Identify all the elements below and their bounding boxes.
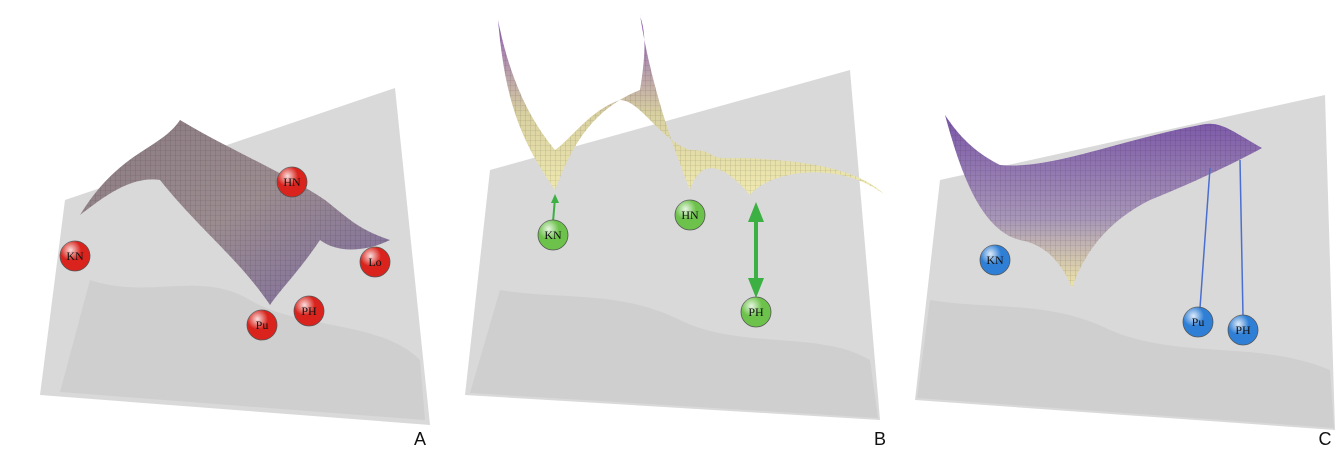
arrow-head — [748, 278, 764, 298]
marker-label: HN — [283, 175, 301, 189]
marker-label: Pu — [1192, 315, 1205, 329]
marker-shine — [538, 220, 568, 250]
marker: PH — [1227, 314, 1259, 346]
surface-mesh — [945, 115, 1262, 288]
marker-shine — [247, 310, 277, 340]
marker: HN — [276, 166, 308, 198]
panel-label: B — [874, 429, 886, 449]
marker-shine — [360, 247, 390, 277]
marker-shine — [1228, 315, 1258, 345]
arrow — [1239, 159, 1244, 317]
marker: Pu — [1182, 306, 1214, 338]
marker: Lo — [359, 246, 391, 278]
marker: PH — [293, 295, 325, 327]
marker-shine — [980, 245, 1010, 275]
panel-label: A — [414, 429, 426, 449]
marker-shine — [741, 297, 771, 327]
marker: KN — [979, 244, 1011, 276]
marker-label: PH — [748, 305, 764, 319]
arrow-head — [748, 202, 764, 222]
marker-label: Pu — [256, 318, 269, 332]
terrain — [917, 300, 1334, 428]
marker: Pu — [246, 309, 278, 341]
marker: PH — [740, 296, 772, 328]
marker: KN — [537, 219, 569, 251]
marker-shine — [1183, 307, 1213, 337]
marker-label: PH — [1235, 323, 1251, 337]
terrain — [470, 290, 878, 418]
marker-label: PH — [301, 304, 317, 318]
marker-shine — [277, 167, 307, 197]
surface-mesh — [498, 15, 885, 195]
marker-label: KN — [544, 228, 562, 242]
marker-shine — [294, 296, 324, 326]
marker-label: KN — [66, 249, 84, 263]
arrow-head — [551, 194, 559, 203]
arrow — [1199, 167, 1211, 309]
marker-label: HN — [681, 208, 699, 222]
marker-label: Lo — [368, 255, 381, 269]
marker: KN — [59, 240, 91, 272]
terrain — [60, 280, 425, 420]
marker-shine — [675, 200, 705, 230]
panel-label: C — [1319, 429, 1332, 449]
surface-mesh — [80, 120, 390, 305]
marker-label: KN — [986, 253, 1004, 267]
marker: HN — [674, 199, 706, 231]
marker-shine — [60, 241, 90, 271]
